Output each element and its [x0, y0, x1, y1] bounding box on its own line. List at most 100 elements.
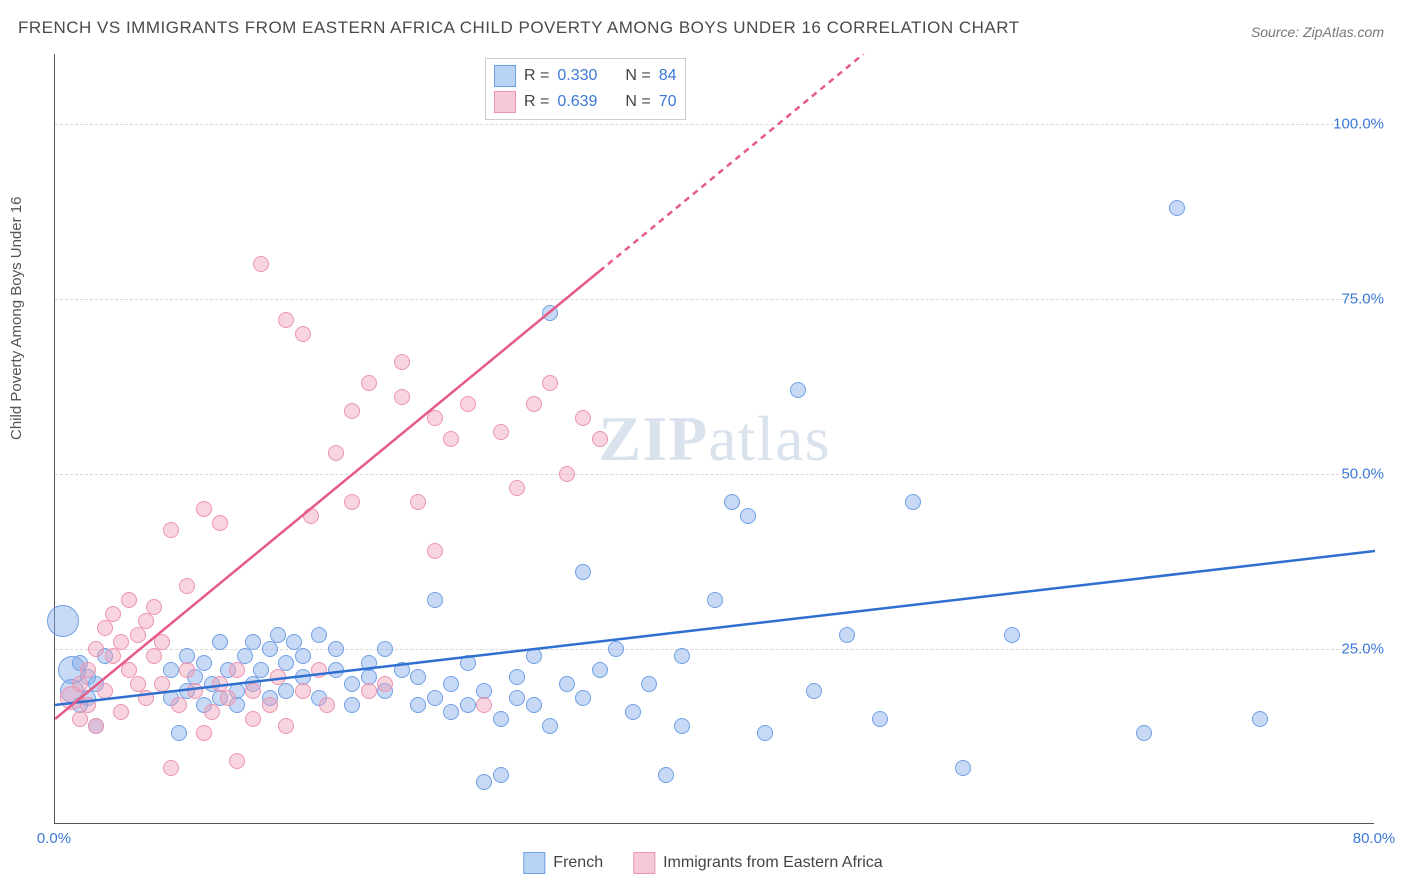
data-point-immigrants	[212, 515, 228, 531]
data-point-immigrants	[344, 494, 360, 510]
data-point-immigrants	[394, 389, 410, 405]
data-point-immigrants	[154, 634, 170, 650]
data-point-immigrants	[121, 592, 137, 608]
data-point-immigrants	[575, 410, 591, 426]
data-point-french	[253, 662, 269, 678]
data-point-french	[526, 648, 542, 664]
data-point-immigrants	[253, 256, 269, 272]
data-point-french	[245, 634, 261, 650]
data-point-french	[171, 725, 187, 741]
data-point-french	[427, 690, 443, 706]
data-point-immigrants	[476, 697, 492, 713]
data-point-immigrants	[80, 662, 96, 678]
data-point-french	[790, 382, 806, 398]
y-tick-label: 50.0%	[1341, 466, 1384, 483]
n-value: 70	[659, 93, 677, 111]
data-point-immigrants	[97, 683, 113, 699]
data-point-immigrants	[196, 725, 212, 741]
data-point-french	[344, 676, 360, 692]
data-point-immigrants	[427, 410, 443, 426]
data-point-immigrants	[262, 697, 278, 713]
data-point-french	[575, 690, 591, 706]
data-point-immigrants	[130, 627, 146, 643]
data-point-french	[212, 634, 228, 650]
data-point-immigrants	[427, 543, 443, 559]
stats-row-french: R = 0.330 N = 84	[494, 63, 677, 89]
data-point-immigrants	[278, 312, 294, 328]
source-label: Source: ZipAtlas.com	[1251, 24, 1384, 40]
data-point-immigrants	[311, 662, 327, 678]
data-point-french	[542, 305, 558, 321]
data-point-immigrants	[163, 522, 179, 538]
data-point-immigrants	[154, 676, 170, 692]
data-point-french	[509, 669, 525, 685]
y-tick-label: 100.0%	[1333, 116, 1384, 133]
data-point-french	[542, 718, 558, 734]
stats-row-immigrants: R = 0.639 N = 70	[494, 89, 677, 115]
data-point-immigrants	[592, 431, 608, 447]
data-point-immigrants	[72, 676, 88, 692]
n-value: 84	[659, 67, 677, 85]
data-point-immigrants	[97, 620, 113, 636]
data-point-french	[955, 760, 971, 776]
chart-title: FRENCH VS IMMIGRANTS FROM EASTERN AFRICA…	[18, 18, 1020, 38]
legend-item-french: French	[523, 852, 603, 874]
y-tick-label: 25.0%	[1341, 641, 1384, 658]
data-point-immigrants	[88, 718, 104, 734]
data-point-french	[724, 494, 740, 510]
data-point-french	[509, 690, 525, 706]
data-point-immigrants	[72, 711, 88, 727]
data-point-french	[476, 774, 492, 790]
legend-item-immigrants: Immigrants from Eastern Africa	[633, 852, 883, 874]
data-point-immigrants	[559, 466, 575, 482]
swatch-french	[523, 852, 545, 874]
data-point-immigrants	[361, 683, 377, 699]
r-value: 0.330	[557, 67, 597, 85]
data-point-french	[641, 676, 657, 692]
data-point-french	[526, 697, 542, 713]
data-point-french	[443, 676, 459, 692]
data-point-french	[757, 725, 773, 741]
data-point-french	[905, 494, 921, 510]
data-point-french	[394, 662, 410, 678]
data-point-immigrants	[105, 648, 121, 664]
r-label: R =	[524, 67, 549, 85]
gridline-h	[55, 474, 1374, 475]
data-point-french	[443, 704, 459, 720]
data-point-french	[674, 718, 690, 734]
data-point-french	[460, 697, 476, 713]
watermark-bold: ZIP	[599, 403, 709, 474]
bottom-legend: French Immigrants from Eastern Africa	[523, 852, 882, 874]
data-point-immigrants	[229, 753, 245, 769]
data-point-french	[740, 508, 756, 524]
data-point-immigrants	[80, 697, 96, 713]
data-point-french	[311, 627, 327, 643]
data-point-french	[295, 648, 311, 664]
data-point-immigrants	[146, 648, 162, 664]
data-point-french	[270, 627, 286, 643]
data-point-french	[377, 641, 393, 657]
data-point-immigrants	[88, 641, 104, 657]
data-point-immigrants	[229, 662, 245, 678]
stats-legend: R = 0.330 N = 84 R = 0.639 N = 70	[485, 58, 686, 120]
data-point-french	[328, 662, 344, 678]
data-point-immigrants	[270, 669, 286, 685]
n-label: N =	[625, 67, 650, 85]
data-point-french	[559, 676, 575, 692]
data-point-immigrants	[138, 613, 154, 629]
data-point-immigrants	[344, 403, 360, 419]
data-point-french	[575, 564, 591, 580]
data-point-immigrants	[295, 326, 311, 342]
data-point-immigrants	[179, 662, 195, 678]
x-tick-label: 80.0%	[1353, 830, 1396, 847]
data-point-french	[410, 697, 426, 713]
data-point-french	[625, 704, 641, 720]
data-point-french	[674, 648, 690, 664]
y-tick-label: 75.0%	[1341, 291, 1384, 308]
data-point-immigrants	[179, 578, 195, 594]
gridline-h	[55, 124, 1374, 125]
data-point-french	[344, 697, 360, 713]
data-point-immigrants	[328, 445, 344, 461]
swatch-immigrants	[494, 91, 516, 113]
data-point-immigrants	[526, 396, 542, 412]
